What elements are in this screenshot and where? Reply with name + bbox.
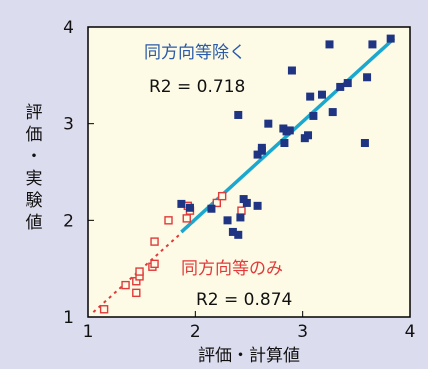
x-axis-title: 評価・計算値 [198, 346, 300, 366]
data-point-blue [228, 227, 237, 236]
r2-label-blue: R2 = 0.718 [149, 77, 245, 97]
series-label-blue: 同方向等除く [144, 43, 246, 63]
data-point-red [237, 206, 246, 215]
r2-label-red: R2 = 0.874 [196, 290, 292, 310]
data-point-red [217, 191, 227, 201]
data-point-blue [234, 110, 243, 119]
data-point-blue [368, 40, 377, 49]
data-point-red [135, 267, 144, 276]
data-point-blue [317, 90, 326, 99]
data-point-blue [280, 139, 289, 147]
data-point-blue [325, 40, 334, 49]
data-point-blue [306, 92, 315, 101]
series-label-red: 同方向等のみ [181, 259, 283, 279]
y-tick-label: 2 [63, 211, 74, 231]
data-point-red [150, 259, 159, 269]
data-point-red [150, 237, 159, 246]
data-point-blue [257, 143, 266, 152]
data-point-blue [234, 230, 243, 239]
data-point-red [182, 214, 191, 223]
fit-line-red [92, 219, 197, 313]
y-tick-label: 4 [63, 18, 74, 38]
y-tick-label: 3 [63, 115, 74, 135]
data-point-red [164, 216, 173, 225]
data-point-blue [185, 203, 194, 212]
data-point-blue [309, 111, 318, 120]
data-point-blue [363, 73, 372, 82]
data-point-blue [223, 216, 232, 225]
x-tick-label: 1 [83, 322, 94, 342]
data-point-blue [242, 198, 251, 207]
data-point-blue [253, 201, 262, 210]
data-point-red [99, 305, 109, 314]
data-point-red [212, 198, 222, 208]
x-tick-label: 3 [297, 322, 308, 342]
data-point-blue [253, 150, 262, 159]
y-axis-title: 評価・実験値 [26, 103, 43, 233]
data-point-red [132, 288, 141, 298]
data-point-blue [236, 213, 245, 222]
data-point-blue [207, 204, 216, 213]
data-point-blue [264, 119, 273, 128]
data-point-blue [328, 108, 337, 117]
y-tick-label: 1 [63, 308, 74, 328]
data-points [99, 34, 395, 314]
data-point-blue [287, 66, 296, 75]
data-point-blue [386, 34, 395, 43]
data-point-blue [285, 126, 294, 135]
x-tick-label: 2 [190, 322, 201, 342]
data-point-red [121, 280, 130, 290]
x-tick-label: 4 [405, 322, 416, 342]
data-point-blue [343, 79, 352, 88]
data-point-blue [304, 131, 313, 140]
data-point-blue [360, 139, 369, 147]
axis-ticks: 1 2 3 4 1 2 3 4 [63, 18, 415, 342]
data-point-blue [336, 82, 345, 91]
data-point-blue [177, 199, 186, 208]
